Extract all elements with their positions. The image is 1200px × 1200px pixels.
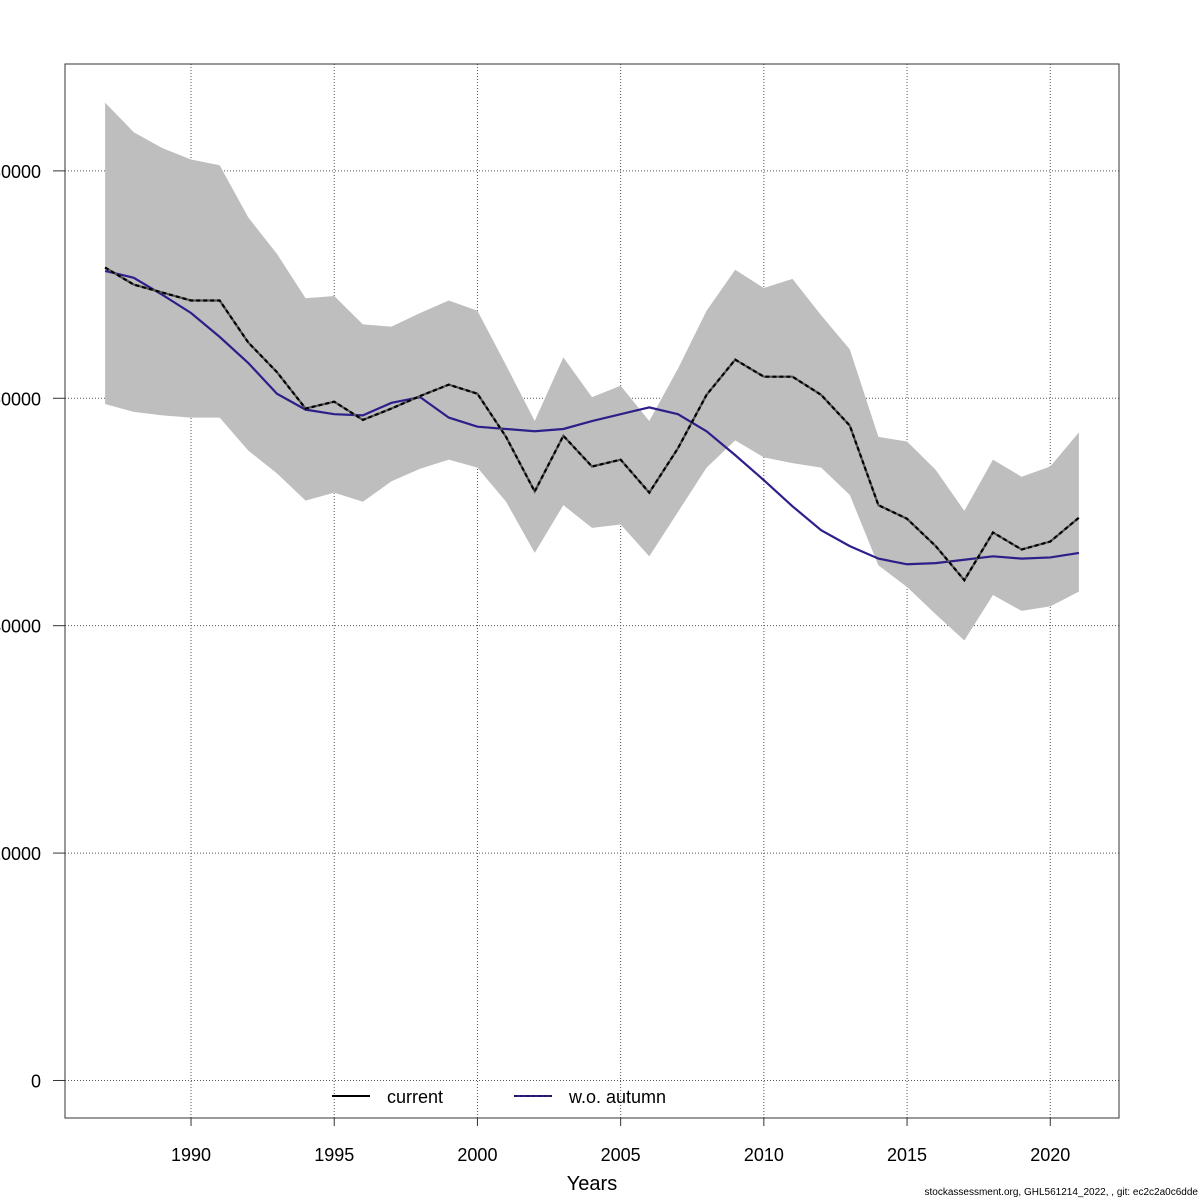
legend-label-wo-autumn: w.o. autumn: [568, 1087, 666, 1107]
x-tick-label: 2015: [887, 1145, 927, 1165]
confidence-band-area: [105, 102, 1079, 641]
series-line-w-o-autumn: [104, 269, 1080, 566]
y-tick-label: 60000: [0, 389, 41, 409]
x-tick-label: 2000: [457, 1145, 497, 1165]
plot-box: [64, 63, 1120, 1119]
y-tick-label: 80000: [0, 162, 41, 182]
x-tick-label: 1995: [314, 1145, 354, 1165]
x-tick-label: 2010: [744, 1145, 784, 1165]
x-axis-label: Years: [567, 1173, 617, 1195]
y-tick-label: 40000: [0, 617, 41, 637]
y-tick-label: 0: [31, 1071, 41, 1091]
legend: current w.o. autumn: [332, 1087, 666, 1107]
confidence-band: [105, 102, 1079, 641]
legend-label-current: current: [387, 1087, 443, 1107]
x-tick-label: 2005: [601, 1145, 641, 1165]
series-line-current: [104, 266, 1080, 583]
x-tick-label: 1990: [171, 1145, 211, 1165]
series-lines: [104, 266, 1080, 583]
x-tick-label: 2020: [1030, 1145, 1070, 1165]
footer-credit: stockassessment.org, GHL561214_2022, , g…: [924, 1187, 1198, 1198]
